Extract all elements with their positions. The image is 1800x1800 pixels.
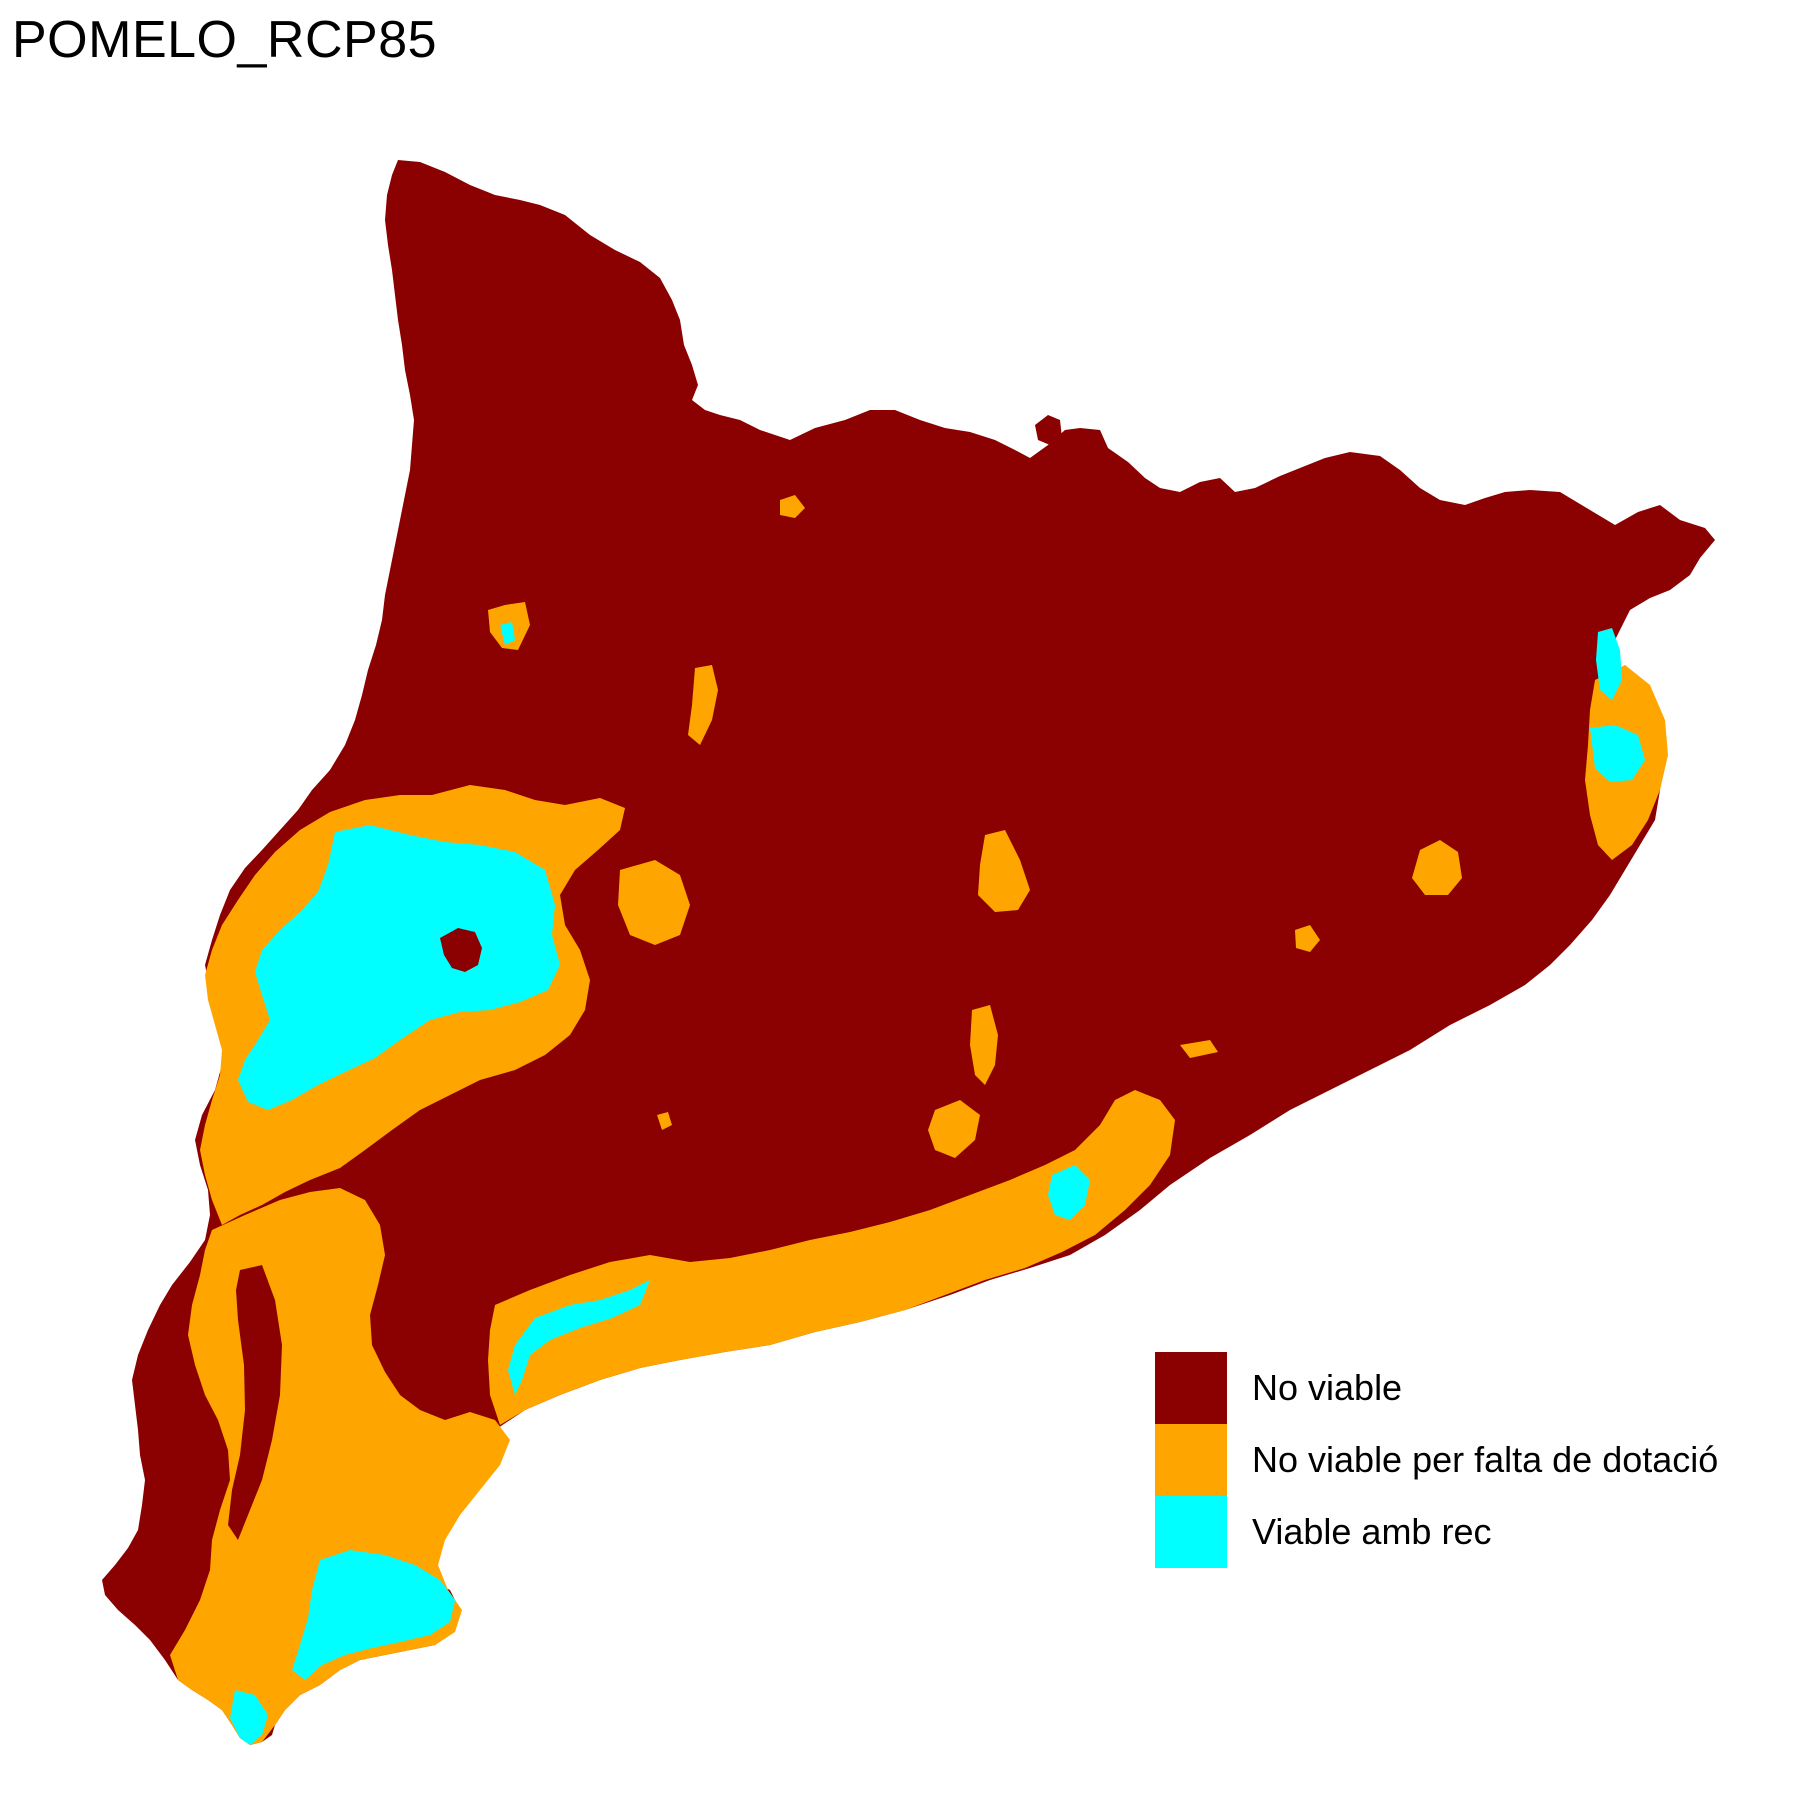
map-title: POMELO_RCP85 <box>12 11 438 69</box>
legend-label-no-viable-dotacio: No viable per falta de dotació <box>1252 1439 1719 1480</box>
region-no-viable-dotacio-patch-8 <box>970 1005 998 1085</box>
region-no-viable-dotacio-patch-10 <box>657 1112 672 1130</box>
region-viable-rec-delta-south <box>230 1690 268 1745</box>
region-viable-rec-northeast-2 <box>1590 725 1645 782</box>
region-no-viable-dotacio-patch-7 <box>1295 925 1320 952</box>
region-no-viable-ebre-inner <box>228 1265 282 1540</box>
legend-item-viable-rec: Viable amb rec <box>1155 1496 1755 1568</box>
legend-item-no-viable-dotacio: No viable per falta de dotació <box>1155 1424 1755 1496</box>
region-no-viable-dotacio-patch-9 <box>928 1100 980 1158</box>
region-no-viable-dotacio-patch-4 <box>618 860 690 945</box>
region-no-viable-dotacio-patch-5 <box>978 830 1030 912</box>
region-viable-rec-delta <box>292 1550 455 1680</box>
legend-label-viable-rec: Viable amb rec <box>1252 1511 1492 1552</box>
region-no-viable-dotacio-patch-2 <box>688 665 718 745</box>
region-no-viable-dotacio-coast <box>488 1090 1175 1425</box>
region-viable-rec-northeast-1 <box>1596 628 1622 700</box>
legend-label-no-viable: No viable <box>1252 1367 1403 1408</box>
region-no-viable-islet <box>1035 415 1062 445</box>
legend-item-no-viable: No viable <box>1155 1352 1755 1424</box>
region-no-viable-dotacio-patch-6 <box>1412 840 1462 895</box>
region-viable-rec-coast-2 <box>1048 1165 1090 1220</box>
region-viable-rec-coast-1 <box>508 1280 650 1395</box>
legend-swatch-viable-rec <box>1155 1496 1227 1568</box>
region-viable-rec-patch-1 <box>500 622 515 645</box>
legend-swatch-no-viable-dotacio <box>1155 1424 1227 1496</box>
region-viable-rec-west <box>238 825 560 1110</box>
legend-swatch-no-viable <box>1155 1352 1227 1424</box>
region-no-viable-enclave <box>440 928 482 972</box>
region-no-viable-dotacio-patch-3 <box>780 495 805 518</box>
region-no-viable-dotacio-patch-11 <box>1180 1040 1218 1058</box>
